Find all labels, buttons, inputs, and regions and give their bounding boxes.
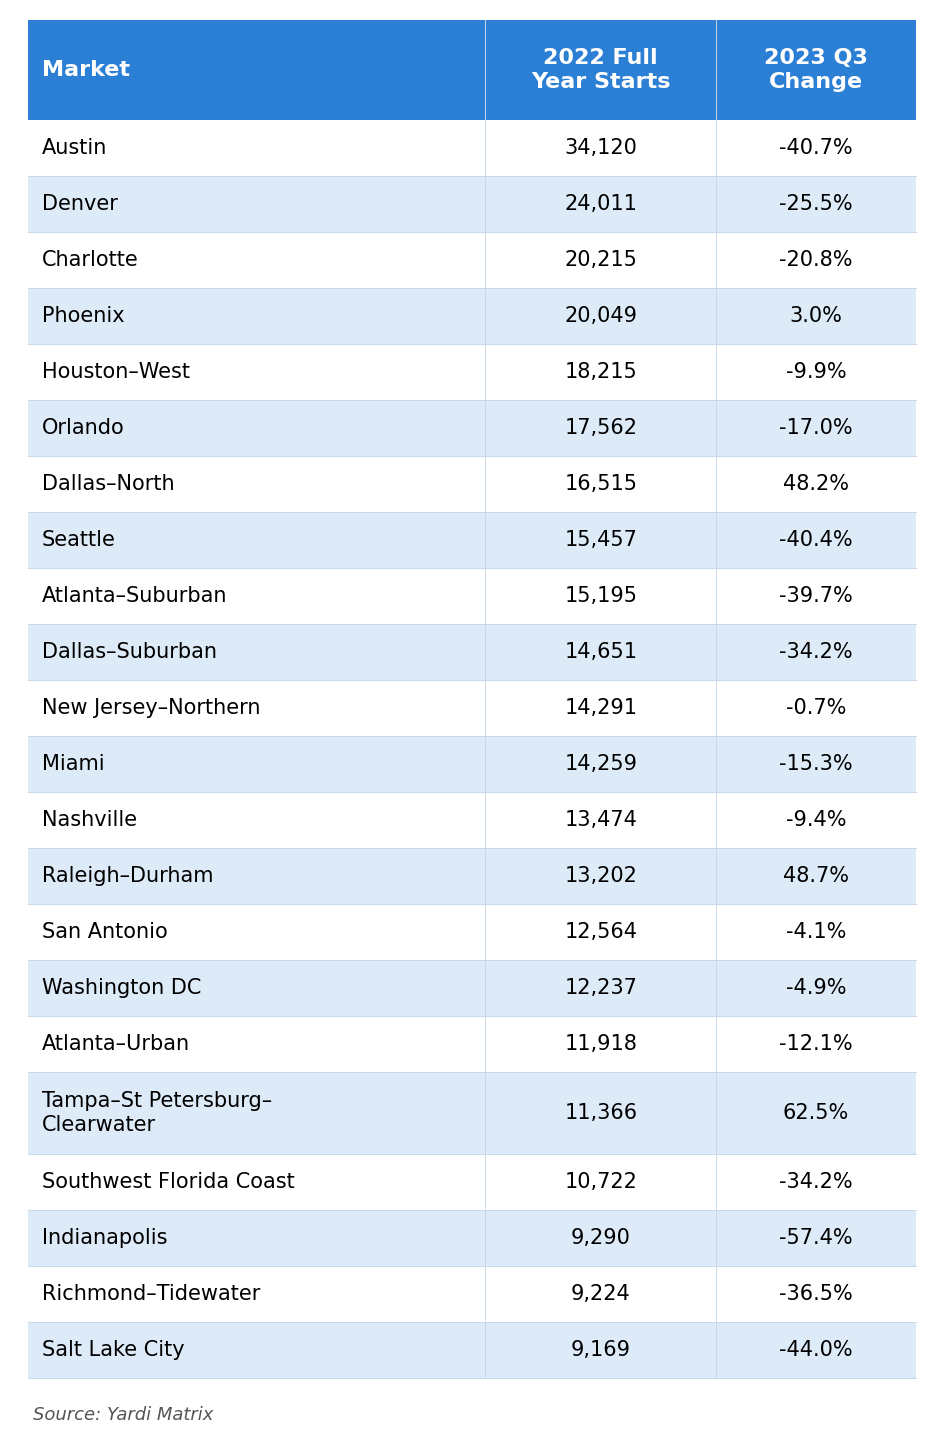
Text: 16,515: 16,515 bbox=[565, 474, 637, 494]
Text: Atlanta–Suburban: Atlanta–Suburban bbox=[42, 586, 228, 606]
Bar bbox=[28, 175, 916, 232]
Text: 48.2%: 48.2% bbox=[784, 474, 849, 494]
Text: 9,224: 9,224 bbox=[571, 1285, 631, 1304]
Bar bbox=[28, 1209, 916, 1266]
Text: Houston–West: Houston–West bbox=[42, 362, 190, 381]
Bar bbox=[28, 848, 916, 903]
Text: -4.1%: -4.1% bbox=[786, 922, 846, 943]
Text: -25.5%: -25.5% bbox=[780, 194, 853, 215]
Text: Dallas–Suburban: Dallas–Suburban bbox=[42, 642, 217, 663]
Text: New Jersey–Northern: New Jersey–Northern bbox=[42, 697, 261, 718]
Text: -34.2%: -34.2% bbox=[780, 1172, 853, 1192]
Text: Market: Market bbox=[42, 59, 130, 80]
Text: -36.5%: -36.5% bbox=[779, 1285, 853, 1304]
Text: -34.2%: -34.2% bbox=[780, 642, 853, 663]
Bar bbox=[28, 1266, 916, 1322]
Text: 12,564: 12,564 bbox=[565, 922, 637, 943]
Text: -44.0%: -44.0% bbox=[780, 1340, 853, 1360]
Bar bbox=[28, 960, 916, 1016]
Text: -39.7%: -39.7% bbox=[779, 586, 853, 606]
Text: -12.1%: -12.1% bbox=[780, 1034, 853, 1054]
Text: 12,237: 12,237 bbox=[565, 977, 637, 998]
Bar bbox=[28, 1016, 916, 1072]
Bar bbox=[28, 903, 916, 960]
Text: 62.5%: 62.5% bbox=[783, 1103, 850, 1122]
Text: 17,562: 17,562 bbox=[565, 418, 637, 438]
Text: 2022 Full
Year Starts: 2022 Full Year Starts bbox=[531, 48, 670, 91]
Text: 34,120: 34,120 bbox=[565, 138, 637, 158]
Text: 3.0%: 3.0% bbox=[790, 306, 843, 326]
Text: 2023 Q3
Change: 2023 Q3 Change bbox=[764, 48, 868, 91]
Text: 18,215: 18,215 bbox=[565, 362, 637, 381]
Text: Washington DC: Washington DC bbox=[42, 977, 201, 998]
Bar bbox=[28, 680, 916, 737]
Text: Source: Yardi Matrix: Source: Yardi Matrix bbox=[33, 1406, 213, 1424]
Bar bbox=[28, 1072, 916, 1154]
Text: -17.0%: -17.0% bbox=[780, 418, 853, 438]
Text: Miami: Miami bbox=[42, 754, 105, 774]
Text: 14,291: 14,291 bbox=[565, 697, 637, 718]
Text: Southwest Florida Coast: Southwest Florida Coast bbox=[42, 1172, 295, 1192]
Text: Phoenix: Phoenix bbox=[42, 306, 125, 326]
Text: -9.9%: -9.9% bbox=[785, 362, 847, 381]
Bar bbox=[28, 232, 916, 289]
Text: 11,918: 11,918 bbox=[565, 1034, 637, 1054]
Text: 20,215: 20,215 bbox=[565, 249, 637, 270]
Bar bbox=[28, 455, 916, 512]
Bar bbox=[28, 20, 916, 120]
Text: Orlando: Orlando bbox=[42, 418, 125, 438]
Bar bbox=[28, 120, 916, 175]
Text: -15.3%: -15.3% bbox=[780, 754, 853, 774]
Bar bbox=[28, 1322, 916, 1378]
Text: -20.8%: -20.8% bbox=[780, 249, 852, 270]
Bar bbox=[28, 568, 916, 624]
Text: Nashville: Nashville bbox=[42, 811, 137, 829]
Text: Richmond–Tidewater: Richmond–Tidewater bbox=[42, 1285, 261, 1304]
Bar bbox=[28, 400, 916, 455]
Text: 9,290: 9,290 bbox=[571, 1228, 631, 1248]
Text: Austin: Austin bbox=[42, 138, 108, 158]
Text: Salt Lake City: Salt Lake City bbox=[42, 1340, 185, 1360]
Text: 10,722: 10,722 bbox=[565, 1172, 637, 1192]
Text: Raleigh–Durham: Raleigh–Durham bbox=[42, 866, 213, 886]
Text: 13,202: 13,202 bbox=[565, 866, 637, 886]
Text: 48.7%: 48.7% bbox=[784, 866, 849, 886]
Text: 13,474: 13,474 bbox=[565, 811, 637, 829]
Text: Atlanta–Urban: Atlanta–Urban bbox=[42, 1034, 190, 1054]
Bar bbox=[28, 1154, 916, 1209]
Text: 14,651: 14,651 bbox=[565, 642, 637, 663]
Text: -57.4%: -57.4% bbox=[780, 1228, 853, 1248]
Bar bbox=[28, 344, 916, 400]
Text: Tampa–St Petersburg–
Clearwater: Tampa–St Petersburg– Clearwater bbox=[42, 1092, 272, 1134]
Text: 15,195: 15,195 bbox=[565, 586, 637, 606]
Bar bbox=[28, 737, 916, 792]
Text: 24,011: 24,011 bbox=[565, 194, 637, 215]
Bar bbox=[28, 512, 916, 568]
Text: -9.4%: -9.4% bbox=[785, 811, 847, 829]
Text: 9,169: 9,169 bbox=[571, 1340, 631, 1360]
Text: Dallas–North: Dallas–North bbox=[42, 474, 175, 494]
Text: -0.7%: -0.7% bbox=[786, 697, 846, 718]
Text: Charlotte: Charlotte bbox=[42, 249, 139, 270]
Text: -40.4%: -40.4% bbox=[780, 531, 853, 550]
Text: Seattle: Seattle bbox=[42, 531, 116, 550]
Text: -40.7%: -40.7% bbox=[780, 138, 853, 158]
Text: -4.9%: -4.9% bbox=[785, 977, 847, 998]
Bar bbox=[28, 289, 916, 344]
Bar bbox=[28, 792, 916, 848]
Text: 14,259: 14,259 bbox=[565, 754, 637, 774]
Text: Indianapolis: Indianapolis bbox=[42, 1228, 167, 1248]
Text: Denver: Denver bbox=[42, 194, 118, 215]
Bar bbox=[28, 624, 916, 680]
Text: 15,457: 15,457 bbox=[565, 531, 637, 550]
Text: 20,049: 20,049 bbox=[565, 306, 637, 326]
Text: San Antonio: San Antonio bbox=[42, 922, 168, 943]
Text: 11,366: 11,366 bbox=[565, 1103, 637, 1122]
